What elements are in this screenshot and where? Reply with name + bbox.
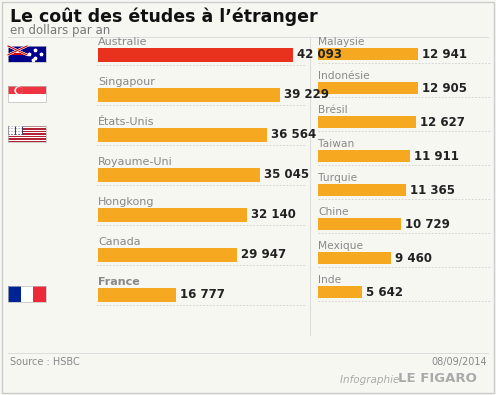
FancyBboxPatch shape (98, 168, 260, 182)
Text: 11 365: 11 365 (410, 184, 455, 196)
FancyBboxPatch shape (8, 53, 27, 55)
FancyBboxPatch shape (33, 286, 46, 302)
Text: Singapour: Singapour (98, 77, 155, 87)
Text: Turquie: Turquie (318, 173, 357, 183)
Text: Le coût des études à l’étranger: Le coût des études à l’étranger (10, 7, 317, 26)
FancyBboxPatch shape (318, 218, 401, 230)
FancyBboxPatch shape (318, 286, 362, 298)
Text: 12 905: 12 905 (422, 81, 467, 94)
FancyBboxPatch shape (8, 132, 46, 134)
FancyBboxPatch shape (16, 50, 19, 55)
FancyBboxPatch shape (8, 131, 46, 132)
FancyBboxPatch shape (98, 88, 280, 102)
Text: 10 729: 10 729 (405, 218, 450, 231)
FancyBboxPatch shape (8, 127, 46, 128)
Text: France: France (98, 277, 140, 287)
FancyBboxPatch shape (8, 139, 46, 141)
Text: 08/09/2014: 08/09/2014 (432, 357, 487, 367)
FancyBboxPatch shape (8, 46, 46, 62)
FancyBboxPatch shape (8, 130, 46, 131)
Text: 35 045: 35 045 (264, 169, 310, 181)
Text: Infographie: Infographie (340, 375, 403, 385)
Text: en dollars par an: en dollars par an (10, 24, 110, 37)
Text: Indonésie: Indonésie (318, 71, 370, 81)
Text: Inde: Inde (318, 275, 341, 285)
FancyBboxPatch shape (8, 134, 46, 135)
FancyBboxPatch shape (8, 86, 46, 94)
FancyBboxPatch shape (8, 141, 46, 142)
FancyBboxPatch shape (318, 116, 416, 128)
FancyBboxPatch shape (98, 288, 176, 302)
FancyBboxPatch shape (98, 248, 237, 262)
Text: Royaume-Uni: Royaume-Uni (98, 157, 173, 167)
FancyBboxPatch shape (16, 53, 19, 55)
Text: Australie: Australie (98, 37, 147, 47)
FancyBboxPatch shape (8, 137, 46, 138)
FancyBboxPatch shape (318, 82, 418, 94)
Text: 12 941: 12 941 (422, 47, 467, 60)
FancyBboxPatch shape (8, 128, 46, 130)
FancyBboxPatch shape (318, 48, 418, 60)
FancyBboxPatch shape (98, 208, 247, 222)
Text: 39 229: 39 229 (284, 88, 329, 102)
Text: Mexique: Mexique (318, 241, 363, 251)
FancyBboxPatch shape (8, 138, 46, 139)
Text: 42 093: 42 093 (297, 49, 342, 62)
Text: 11 911: 11 911 (414, 149, 459, 162)
Text: Source : HSBC: Source : HSBC (10, 357, 80, 367)
Text: Taiwan: Taiwan (318, 139, 354, 149)
Text: Hongkong: Hongkong (98, 197, 154, 207)
FancyBboxPatch shape (8, 126, 23, 135)
Text: Canada: Canada (98, 237, 141, 247)
Text: 16 777: 16 777 (180, 288, 225, 301)
Text: Chine: Chine (318, 207, 349, 217)
FancyBboxPatch shape (8, 286, 21, 302)
FancyBboxPatch shape (318, 184, 406, 196)
FancyBboxPatch shape (8, 136, 46, 137)
FancyBboxPatch shape (318, 150, 410, 162)
Text: 9 460: 9 460 (395, 252, 432, 265)
FancyBboxPatch shape (8, 126, 46, 127)
FancyBboxPatch shape (98, 48, 293, 62)
FancyBboxPatch shape (8, 135, 46, 136)
Text: 5 642: 5 642 (366, 286, 403, 299)
FancyBboxPatch shape (21, 286, 33, 302)
Text: États-Unis: États-Unis (98, 117, 154, 127)
FancyBboxPatch shape (98, 128, 267, 142)
FancyBboxPatch shape (8, 94, 46, 102)
Text: LE FIGARO: LE FIGARO (398, 372, 477, 385)
Text: 32 140: 32 140 (251, 209, 296, 222)
FancyBboxPatch shape (318, 252, 391, 264)
Text: Brésil: Brésil (318, 105, 348, 115)
Text: 36 564: 36 564 (271, 128, 316, 141)
Text: 12 627: 12 627 (420, 115, 464, 128)
Text: Malaysie: Malaysie (318, 37, 365, 47)
Text: 29 947: 29 947 (241, 248, 286, 261)
